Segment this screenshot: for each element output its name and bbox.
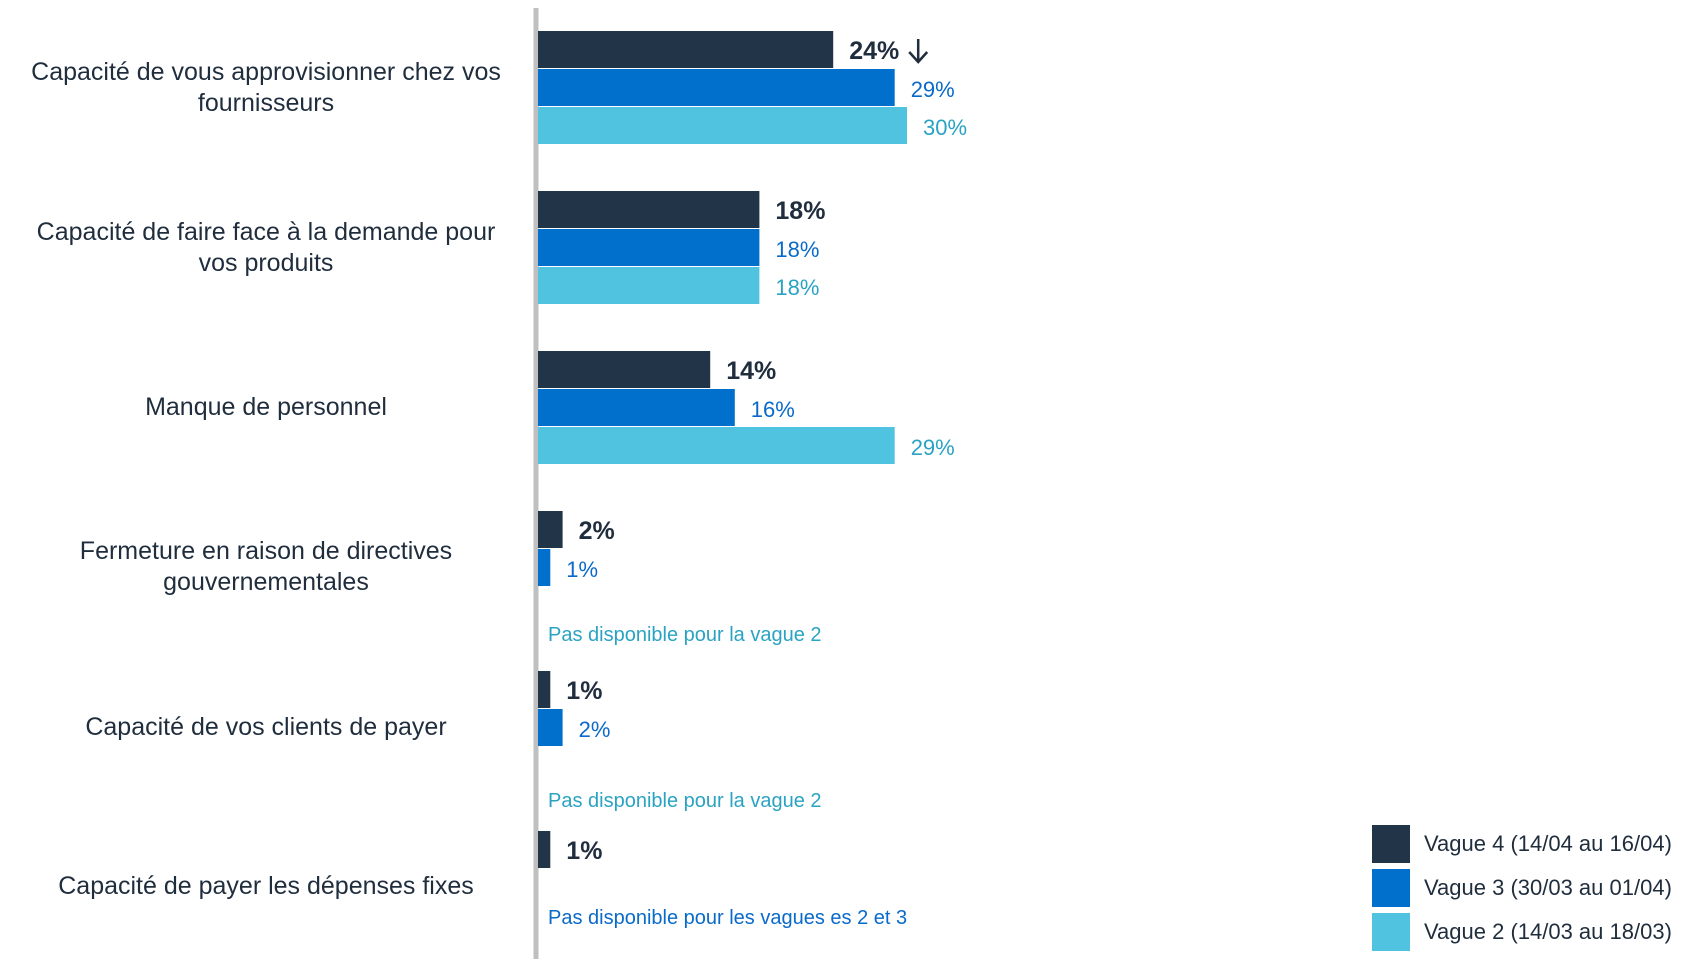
data-label-wave3: 2% (579, 717, 611, 742)
data-label-wave2: 29% (911, 435, 955, 460)
data-label-wave4: 14% (726, 357, 776, 385)
legend-item-wave2: Vague 2 (14/03 au 18/03) (1372, 913, 1672, 951)
unavailable-note: Pas disponible pour les vagues es 2 et 3 (548, 907, 907, 929)
bar-wave3 (538, 549, 551, 586)
category-label: Capacité de payer les dépenses fixes (58, 871, 474, 900)
legend-label-wave2: Vague 2 (14/03 au 18/03) (1424, 919, 1672, 944)
legend-swatch-wave4 (1372, 825, 1410, 863)
legend-swatch-wave3 (1372, 869, 1410, 907)
data-label-wave2: 18% (775, 275, 819, 300)
bar-wave2 (538, 427, 895, 464)
legend-swatch-wave2 (1372, 913, 1410, 951)
bar-wave2 (538, 107, 907, 144)
category-label: Capacité de vous approvisionner chez vos… (31, 58, 501, 117)
data-label-wave3: 1% (566, 557, 598, 582)
data-label-wave4: 24% (849, 37, 899, 65)
bar-wave2 (538, 267, 760, 304)
legend-label-wave3: Vague 3 (30/03 au 01/04) (1424, 875, 1672, 900)
legend-item-wave4: Vague 4 (14/04 au 16/04) (1372, 825, 1672, 863)
bar-wave3 (538, 389, 735, 426)
legend-item-wave3: Vague 3 (30/03 au 01/04) (1372, 869, 1672, 907)
data-label-wave4: 2% (579, 517, 615, 545)
bar-wave4 (538, 351, 711, 388)
data-label-wave2: 30% (923, 115, 967, 140)
down-arrow-icon (908, 39, 929, 64)
data-label-wave3: 29% (911, 77, 955, 102)
legend-label-wave4: Vague 4 (14/04 au 16/04) (1424, 831, 1672, 856)
data-label-wave4: 1% (566, 677, 602, 705)
bar-wave3 (538, 69, 895, 106)
bar-wave3 (538, 229, 760, 266)
category-label: Manque de personnel (145, 392, 387, 421)
unavailable-note: Pas disponible pour la vague 2 (548, 790, 822, 812)
data-label-wave3: 16% (751, 397, 795, 422)
data-label-wave3: 18% (775, 237, 819, 262)
bar-wave3 (538, 709, 563, 746)
bar-wave4 (538, 511, 563, 548)
unavailable-note: Pas disponible pour la vague 2 (548, 624, 822, 646)
data-label-wave4: 18% (775, 197, 825, 225)
bar-wave4 (538, 671, 551, 708)
category-label: Capacité de vos clients de payer (85, 712, 447, 741)
bar-wave4 (538, 191, 760, 228)
category-label: Capacité de faire face à la demande pour… (36, 218, 496, 277)
data-label-wave4: 1% (566, 837, 602, 865)
legend: Vague 4 (14/04 au 16/04) Vague 3 (30/03 … (1372, 825, 1672, 957)
bar-wave4 (538, 831, 551, 868)
bar-wave4 (538, 31, 834, 68)
category-label: Fermeture en raison de directives gouver… (79, 537, 453, 596)
